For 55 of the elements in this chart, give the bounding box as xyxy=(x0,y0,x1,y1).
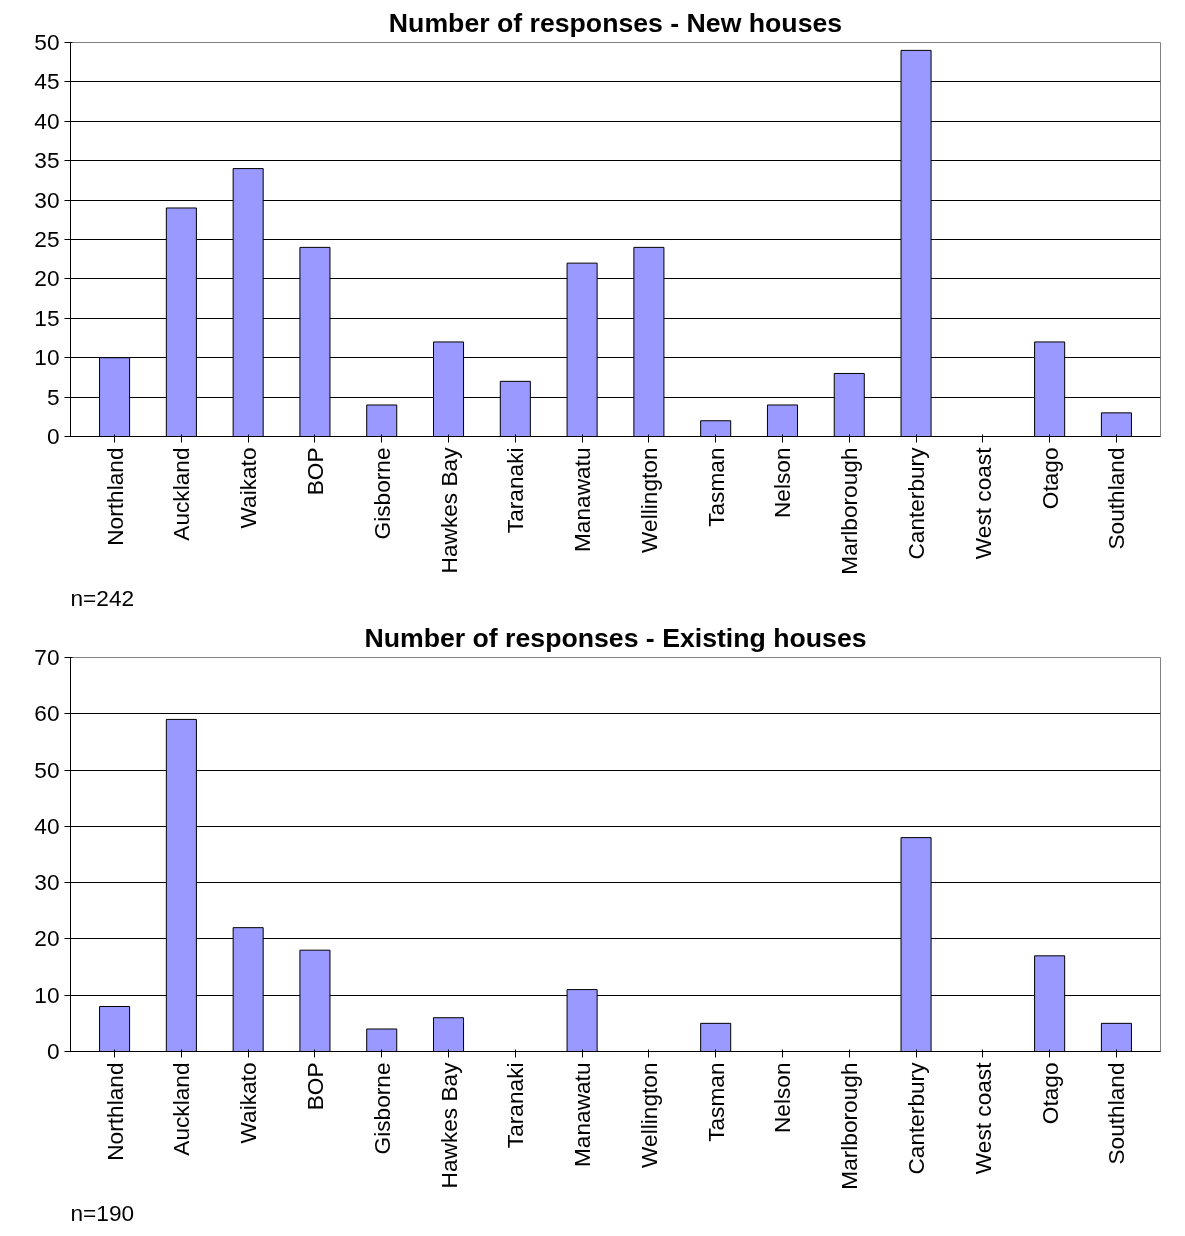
y-tick-label: 15 xyxy=(34,304,60,331)
x-tick-label: West coast xyxy=(969,446,996,560)
x-tick-label: Manawatu xyxy=(569,447,596,553)
x-tick-label: BOP xyxy=(301,1062,328,1111)
y-tick-label: 10 xyxy=(34,981,60,1008)
x-tick-label: Gisborne xyxy=(368,1062,395,1155)
text: n=190 xyxy=(70,1199,135,1226)
x-tick-label: Waikato xyxy=(235,447,262,529)
x-tick-label: Tasman xyxy=(702,447,729,527)
x-tick-label: Northland xyxy=(101,447,128,546)
y-tick-label: 30 xyxy=(34,186,60,213)
y-tick-label: 50 xyxy=(34,756,60,783)
x-tick-label: Southland xyxy=(1103,1062,1130,1165)
x-tick-label: Marlborough xyxy=(836,447,863,575)
y-tick-label: 30 xyxy=(34,869,60,896)
y-tick-label: 5 xyxy=(46,383,60,410)
x-tick-label: Manawatu xyxy=(569,1062,596,1168)
x-tick-label: Canterbury xyxy=(903,1061,930,1175)
y-tick-label: 35 xyxy=(34,147,60,174)
x-tick-label: Northland xyxy=(101,1062,128,1161)
text: n=242 xyxy=(70,584,135,611)
y-tick-label: 60 xyxy=(34,700,60,727)
y-tick-label: 45 xyxy=(34,68,60,95)
x-tick-label: Wellington xyxy=(635,447,662,553)
chart-title: Number of responses - Existing houses xyxy=(364,622,867,653)
x-tick-label: Canterbury xyxy=(903,446,930,560)
x-tick-label: Taranaki xyxy=(502,1062,529,1149)
y-tick-label: 50 xyxy=(34,29,60,55)
x-tick-label: Auckland xyxy=(168,447,195,541)
y-tick-label: 40 xyxy=(34,107,60,134)
x-tick-label: West coast xyxy=(969,1061,996,1175)
x-tick-label: Otago xyxy=(1036,447,1063,510)
x-tick-label: Hawkes Bay xyxy=(435,446,462,574)
x-tick-label: Hawkes Bay xyxy=(435,1061,462,1189)
y-tick-label: 20 xyxy=(34,925,60,952)
y-tick-label: 0 xyxy=(46,1038,60,1064)
x-tick-label: Nelson xyxy=(769,1062,796,1134)
x-tick-label: Waikato xyxy=(235,1062,262,1144)
x-tick-label: Wellington xyxy=(635,1062,662,1168)
x-tick-label: BOP xyxy=(301,447,328,496)
y-tick-label: 70 xyxy=(34,644,60,670)
x-tick-label: Nelson xyxy=(769,447,796,519)
x-tick-label: Gisborne xyxy=(368,447,395,540)
y-tick-label: 10 xyxy=(34,344,60,371)
x-tick-label: Marlborough xyxy=(836,1062,863,1190)
x-tick-label: Taranaki xyxy=(502,447,529,534)
x-tick-label: Southland xyxy=(1103,447,1130,550)
chart-title: Number of responses - New houses xyxy=(388,7,843,38)
y-tick-label: 40 xyxy=(34,812,60,839)
y-tick-label: 0 xyxy=(46,423,60,449)
x-tick-label: Tasman xyxy=(702,1062,729,1142)
x-tick-label: Auckland xyxy=(168,1062,195,1156)
x-tick-label: Otago xyxy=(1036,1062,1063,1125)
y-tick-label: 20 xyxy=(34,265,60,292)
y-tick-label: 25 xyxy=(34,226,60,252)
